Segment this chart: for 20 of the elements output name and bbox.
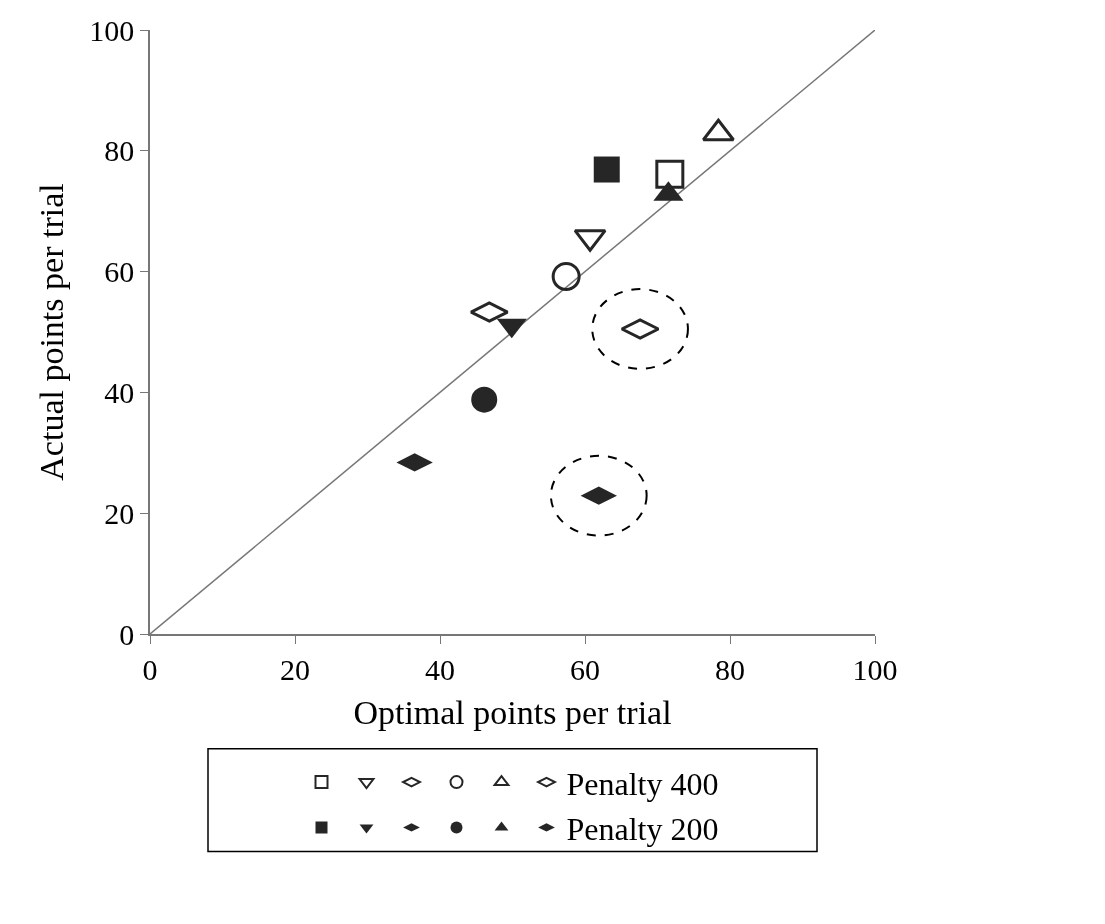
y-tick-label: 80 <box>104 134 135 168</box>
point <box>655 159 685 189</box>
x-tick-label: 20 <box>280 652 310 686</box>
y-tick-label: 60 <box>104 255 135 289</box>
point <box>593 156 620 183</box>
x-tick-label: 60 <box>570 652 600 686</box>
y-axis-title: Actual points per trial <box>33 183 71 481</box>
legend-label: Penalty 200 <box>566 810 719 847</box>
x-tick-label: 100 <box>852 652 898 686</box>
y-tick-label: 40 <box>104 375 135 409</box>
legend-label: Penalty 400 <box>566 765 719 802</box>
x-axis-title: Optimal points per trial <box>353 693 672 731</box>
x-tick-label: 80 <box>715 652 745 686</box>
point <box>551 261 581 291</box>
y-tick-label: 0 <box>119 617 135 651</box>
y-tick-label: 20 <box>104 496 135 530</box>
x-tick-label: 0 <box>142 652 158 686</box>
x-tick-label: 40 <box>425 652 455 686</box>
point <box>471 386 498 413</box>
y-tick-label: 100 <box>89 13 135 47</box>
